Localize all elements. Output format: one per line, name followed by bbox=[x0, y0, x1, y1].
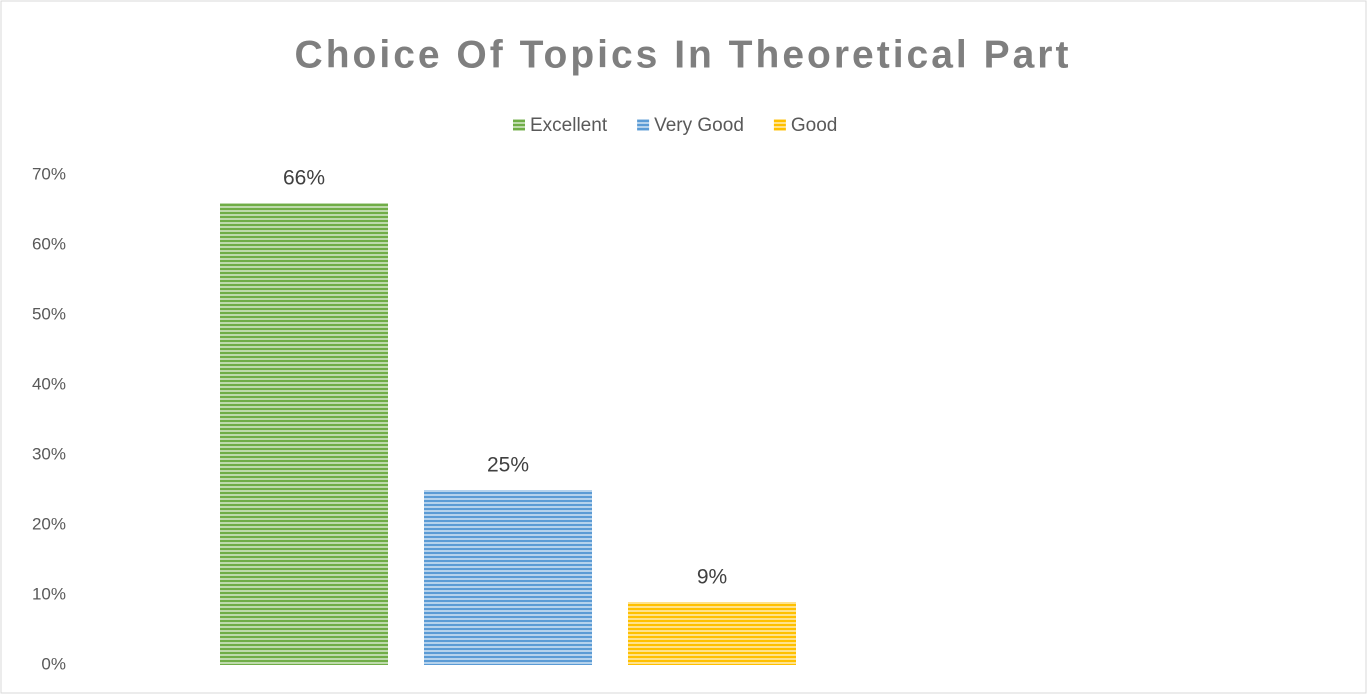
y-tick-label: 60% bbox=[32, 234, 66, 253]
y-tick-label: 10% bbox=[32, 584, 66, 603]
y-tick-label: 0% bbox=[41, 654, 66, 673]
legend-label: Good bbox=[791, 115, 837, 136]
legend-swatch bbox=[513, 119, 525, 131]
chart-title: Choice Of Topics In Theoretical Part bbox=[295, 33, 1072, 76]
legend-label: Excellent bbox=[530, 115, 608, 136]
legend-swatch bbox=[637, 119, 650, 131]
data-label: 9% bbox=[697, 566, 727, 589]
y-tick-label: 50% bbox=[32, 304, 66, 323]
data-label: 25% bbox=[487, 454, 529, 477]
bar bbox=[220, 203, 388, 665]
bar bbox=[628, 602, 796, 665]
legend-swatch bbox=[773, 119, 786, 131]
y-tick-label: 40% bbox=[32, 374, 66, 393]
data-label: 66% bbox=[283, 167, 325, 190]
legend-label: Very Good bbox=[654, 115, 744, 136]
y-tick-label: 30% bbox=[32, 444, 66, 463]
y-tick-label: 20% bbox=[32, 514, 66, 533]
bar bbox=[424, 490, 592, 665]
y-tick-label: 70% bbox=[32, 164, 66, 183]
